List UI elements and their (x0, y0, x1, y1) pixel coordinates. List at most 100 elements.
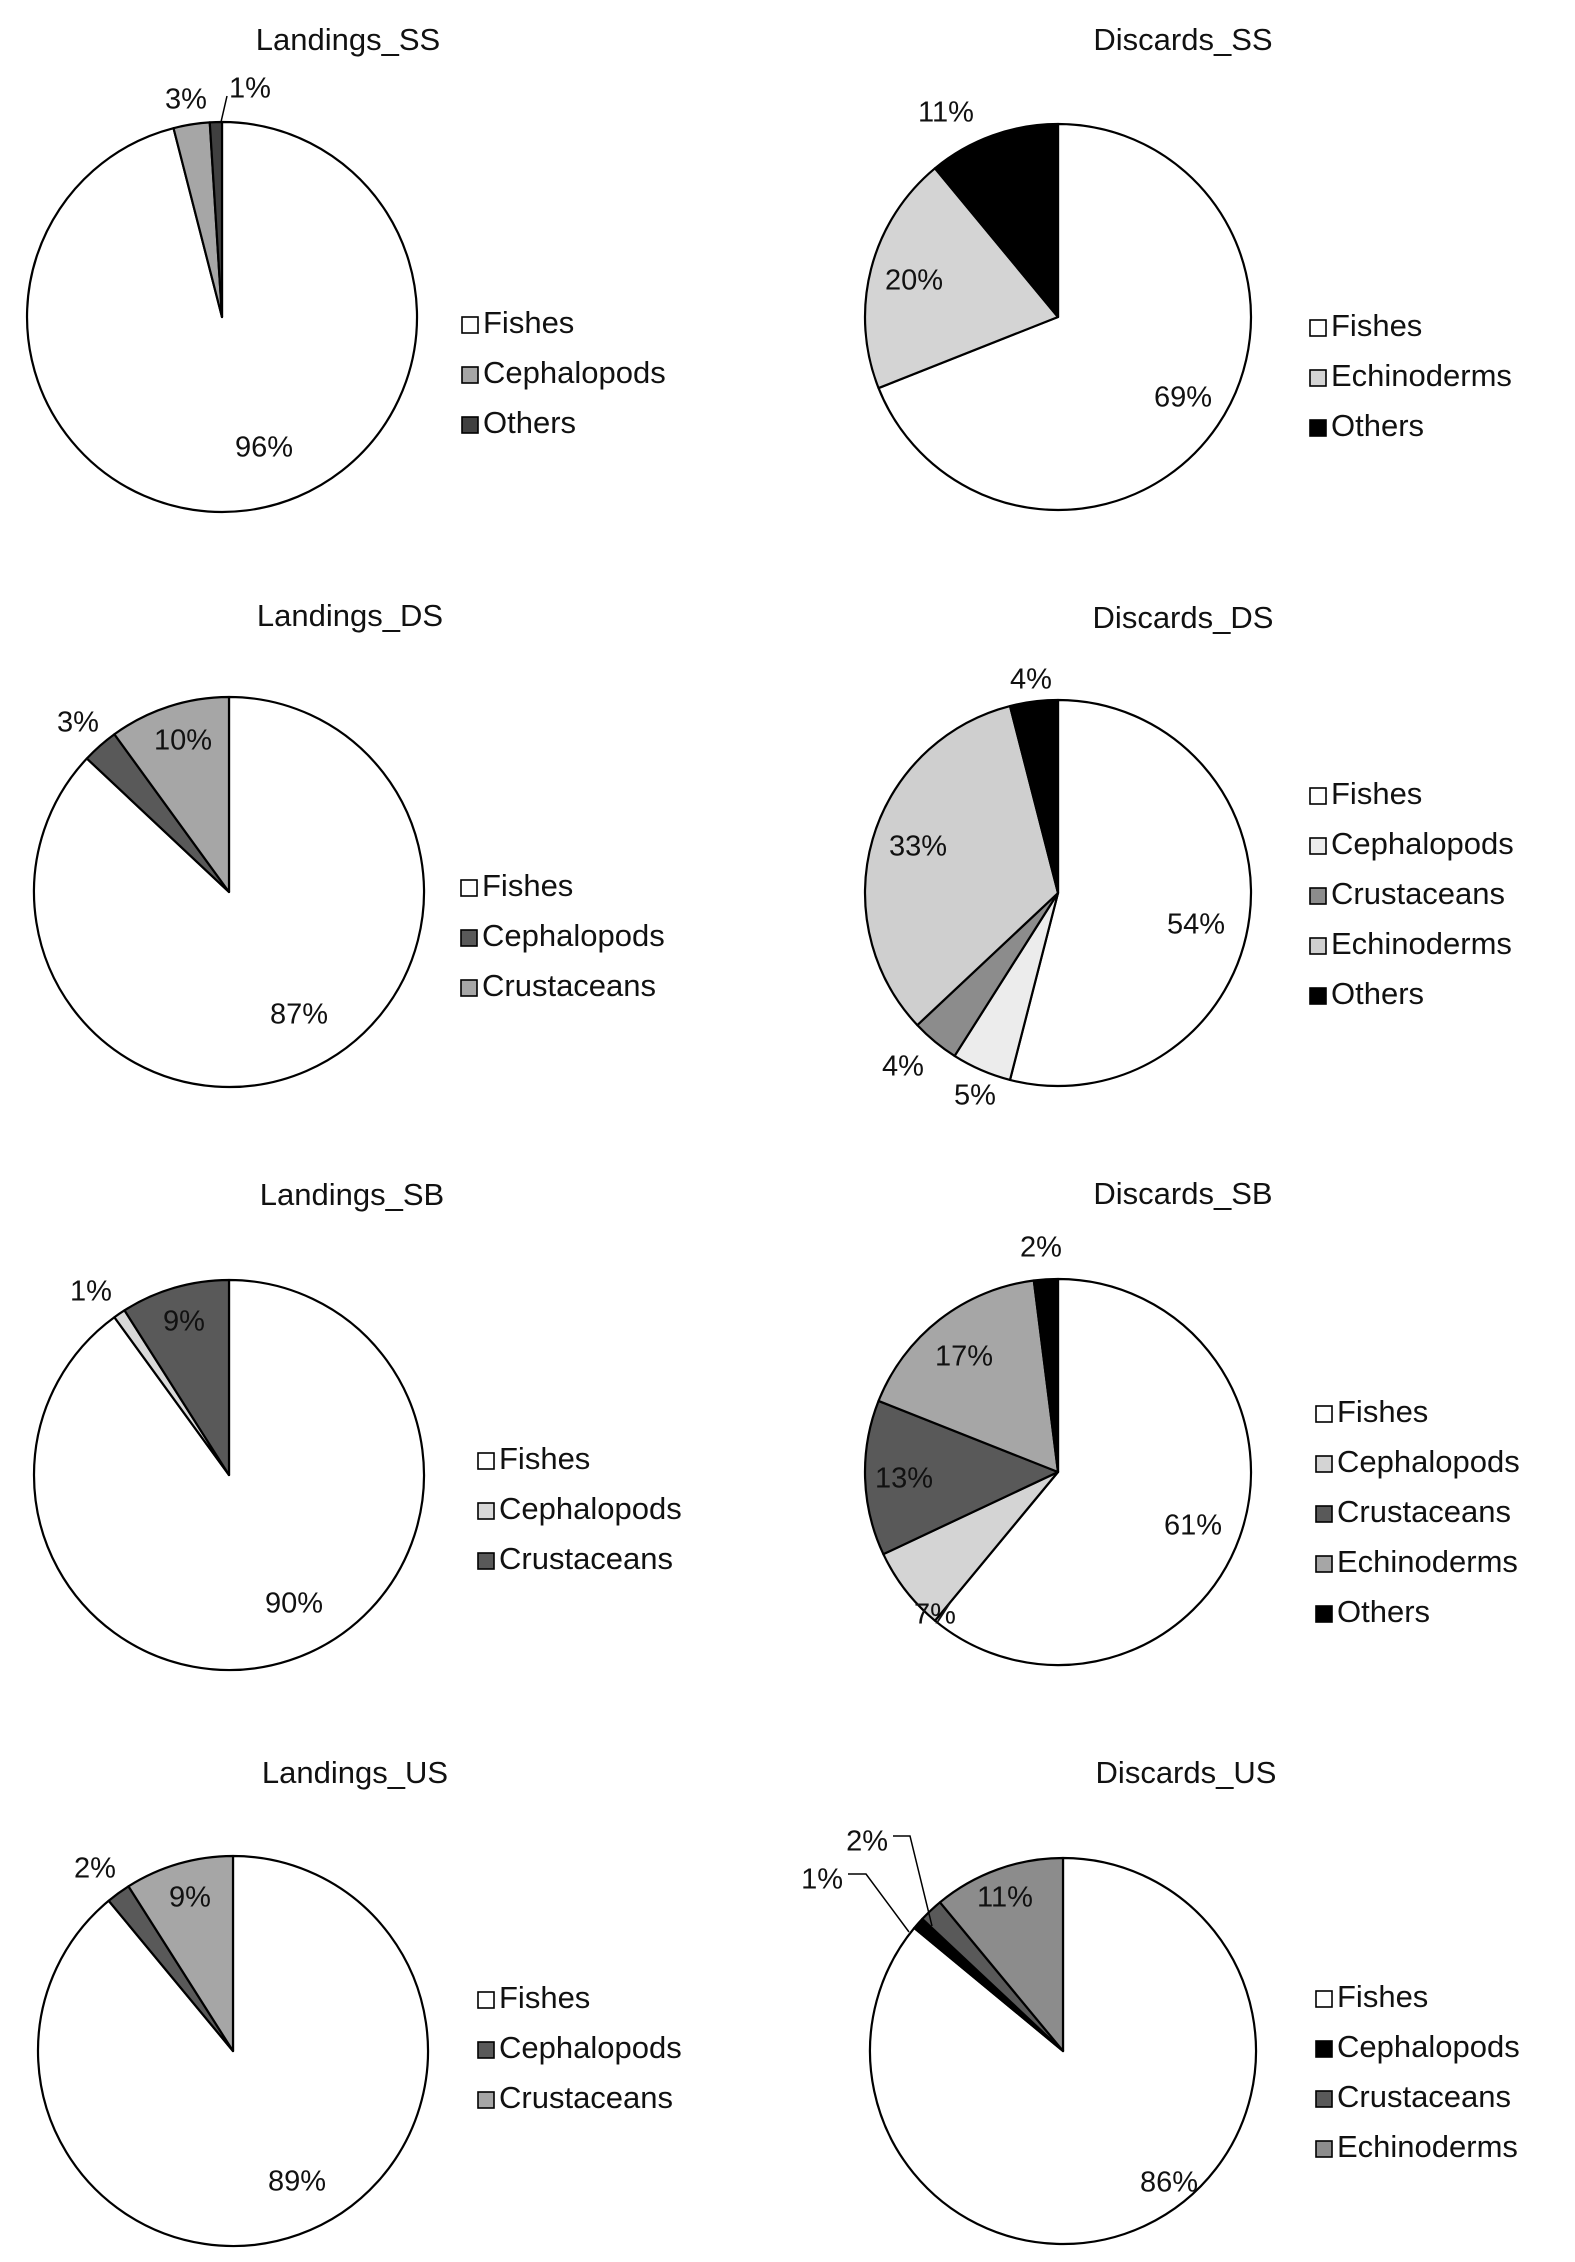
legend: Fishes Cephalopods Crustaceans (477, 1980, 682, 2115)
legend-swatch-fishes (1315, 1405, 1333, 1423)
pie-chart-1: Discards_SS 69% 20% 11% Fishes Echinoderms Oth… (863, 22, 1512, 512)
legend-swatch-cephalopods (461, 366, 479, 384)
legend-label-cephalopods: Cephalopods (483, 355, 666, 390)
data-label-cephalopods: 2% (74, 1853, 116, 1885)
data-label-others: 11% (918, 97, 974, 129)
legend-swatch-crustaceans (477, 1552, 495, 1570)
legend-label-others: Others (483, 405, 576, 440)
data-label-crustaceans: 10% (154, 725, 212, 757)
pie-chart-6: Landings_US 89% 2% 9% Fishes Cephalopods Crust… (36, 1755, 682, 2248)
legend-label-fishes: Fishes (1331, 308, 1422, 343)
legend-swatch-crustaceans (460, 979, 478, 997)
legend-swatch-echinoderms (1309, 937, 1327, 955)
pie-slice-echinoderms (938, 1856, 1065, 2053)
data-label-cephalopods: 3% (165, 84, 207, 116)
data-label-leader-line (893, 1835, 933, 1927)
legend-label-cephalopods: Cephalopods (499, 2030, 682, 2065)
data-label-cephalopods: 5% (954, 1080, 996, 1112)
legend-label-others: Others (1331, 408, 1424, 443)
legend-label-crustaceans: Crustaceans (1331, 876, 1505, 911)
data-label-fishes: 87% (270, 999, 328, 1031)
data-label-fishes: 96% (235, 432, 293, 464)
legend-swatch-echinoderms (1315, 1555, 1333, 1573)
legend: Fishes Cephalopods Crustaceans (477, 1441, 682, 1576)
data-label-echinoderms: 33% (889, 831, 947, 863)
pie-slice-others (933, 122, 1060, 319)
data-label-cephalopods: 7% (914, 1599, 956, 1631)
pie-slice-fishes (933, 1277, 1253, 1667)
legend-label-echinoderms: Echinoderms (1337, 1544, 1518, 1579)
legend-label-fishes: Fishes (499, 1441, 590, 1476)
data-label-others: 2% (1020, 1232, 1062, 1264)
legend-label-fishes: Fishes (482, 868, 573, 903)
data-label-crustaceans: 2% (846, 1826, 888, 1858)
data-label-leader-line (848, 1873, 910, 1933)
data-label-cephalopods: 1% (70, 1276, 112, 1308)
legend: Fishes Cephalopods Crustaceans (460, 868, 665, 1003)
data-label-cephalopods: 3% (57, 707, 99, 739)
pie-slice-crustaceans (123, 1278, 231, 1477)
legend-swatch-fishes (477, 1452, 495, 1470)
data-label-echinoderms: 20% (885, 265, 943, 297)
chart-title: Landings_SS (256, 22, 440, 57)
data-label-fishes: 89% (268, 2166, 326, 2198)
legend-label-others: Others (1337, 1594, 1430, 1629)
legend-label-echinoderms: Echinoderms (1337, 2129, 1518, 2164)
legend-label-cephalopods: Cephalopods (1337, 1444, 1520, 1479)
legend-label-fishes: Fishes (499, 1980, 590, 2015)
pie-slice-others (1008, 698, 1060, 895)
chart-title: Landings_SB (260, 1177, 444, 1212)
legend-label-crustaceans: Crustaceans (499, 1541, 673, 1576)
data-label-cephalopods: 1% (801, 1864, 843, 1896)
legend-swatch-echinoderms (1309, 369, 1327, 387)
data-label-others: 1% (229, 73, 271, 105)
legend-swatch-crustaceans (1315, 2090, 1333, 2108)
data-label-fishes: 90% (265, 1588, 323, 1620)
data-label-fishes: 86% (1140, 2167, 1198, 2199)
pie-chart-4: Landings_SB 90% 1% 9% Fishes Cephalopods Crust… (32, 1177, 682, 1672)
chart-title: Discards_SS (1093, 22, 1272, 57)
data-label-fishes: 69% (1154, 382, 1212, 414)
legend-label-others: Others (1331, 976, 1424, 1011)
data-label-echinoderms: 11% (977, 1882, 1033, 1914)
chart-title: Discards_US (1096, 1755, 1277, 1790)
legend-label-crustaceans: Crustaceans (1337, 2079, 1511, 2114)
legend-swatch-fishes (1309, 787, 1327, 805)
legend-swatch-cephalopods (1315, 2040, 1333, 2058)
pie-slice-crustaceans (127, 1854, 235, 2053)
legend-label-fishes: Fishes (1331, 776, 1422, 811)
legend-swatch-others (461, 416, 479, 434)
legend-swatch-fishes (460, 879, 478, 897)
legend-label-fishes: Fishes (1337, 1979, 1428, 2014)
pie-slice-others (1032, 1277, 1060, 1474)
data-label-fishes: 61% (1164, 1510, 1222, 1542)
data-label-leader-line (220, 95, 228, 123)
data-label-crustaceans: 9% (169, 1882, 211, 1914)
legend-swatch-cephalopods (1315, 1455, 1333, 1473)
legend-label-crustaceans: Crustaceans (1337, 1494, 1511, 1529)
pie-slice-fishes (1008, 698, 1253, 1088)
data-label-fishes: 54% (1167, 909, 1225, 941)
pie-slice-fishes (877, 122, 1253, 512)
legend-swatch-others (1309, 987, 1327, 1005)
legend-label-cephalopods: Cephalopods (1337, 2029, 1520, 2064)
data-label-crustaceans: 9% (163, 1306, 205, 1338)
legend-swatch-crustaceans (1315, 1505, 1333, 1523)
legend: Fishes Cephalopods Crustaceans Echinoderms O… (1309, 776, 1514, 1011)
legend-swatch-crustaceans (477, 2091, 495, 2109)
pie-chart-2: Landings_DS 87% 3% 10% Fishes Cephalopods Crus… (32, 598, 665, 1089)
pie-chart-0: Landings_SS 96% 3% 1% Fishes Cephalopods Other… (25, 22, 666, 514)
legend: Fishes Cephalopods Crustaceans Echinoderms O… (1315, 1394, 1520, 1629)
legend-label-crustaceans: Crustaceans (482, 968, 656, 1003)
data-label-crustaceans: 4% (882, 1051, 924, 1083)
legend-swatch-fishes (461, 316, 479, 334)
pie-slice-echinoderms (877, 1279, 1060, 1474)
pie-chart-5: Discards_SB 61% 7% 13% 17% 2% Fishes Cephalopod… (863, 1176, 1520, 1667)
data-label-crustaceans: 13% (875, 1463, 933, 1495)
legend-label-crustaceans: Crustaceans (499, 2080, 673, 2115)
legend: Fishes Echinoderms Others (1309, 308, 1512, 443)
data-label-echinoderms: 17% (935, 1341, 993, 1373)
legend-swatch-others (1315, 1605, 1333, 1623)
legend-swatch-cephalopods (1309, 837, 1327, 855)
